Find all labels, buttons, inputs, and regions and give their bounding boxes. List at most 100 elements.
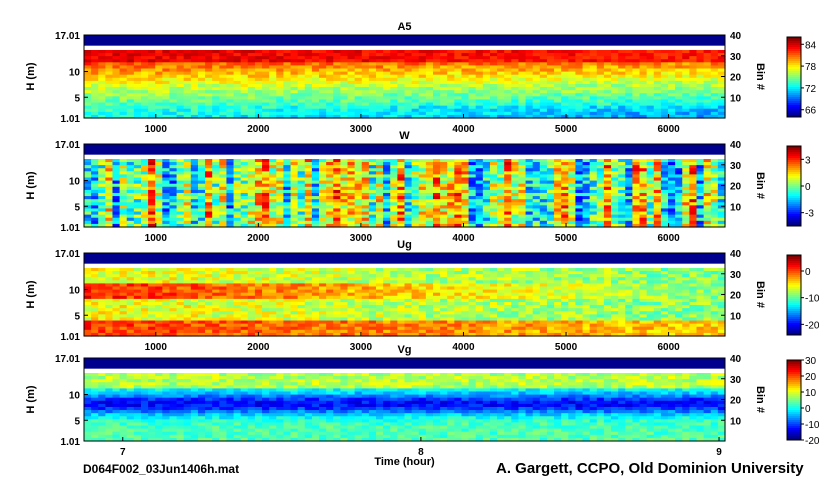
- x-tick-label: 1000: [145, 124, 168, 135]
- surface-band: [84, 144, 725, 155]
- x-tick-label: 3000: [350, 342, 373, 353]
- right-tick-label: 10: [730, 311, 742, 322]
- right-axis-label: Bin #: [754, 63, 766, 90]
- right-tick-label: 30: [730, 375, 742, 386]
- x-tick-label: 6000: [657, 233, 680, 244]
- x-tick-label: 3000: [350, 124, 373, 135]
- heatmap-cells: [84, 267, 726, 337]
- heatmap-cells: [84, 372, 726, 442]
- right-tick-label: 20: [730, 396, 742, 407]
- y-axis-label: H (m): [25, 62, 37, 90]
- surface-line: [84, 263, 725, 268]
- x-tick-label: 1000: [145, 342, 168, 353]
- x-axis-label: Time (hour): [374, 456, 435, 468]
- colorbar-tick-label: -20: [805, 436, 820, 447]
- colorbar-tick-label: -3: [805, 209, 814, 220]
- right-tick-label: 10: [730, 93, 742, 104]
- y-axis-label: H (m): [25, 385, 37, 413]
- colorbar-tick-label: 20: [805, 372, 817, 383]
- heatmap-cells: [84, 158, 726, 228]
- y-tick-label: 1.01: [61, 437, 81, 448]
- y-tick-label: 10: [69, 68, 81, 79]
- right-tick-label: 30: [730, 270, 742, 281]
- colorbar-tick-label: -20: [805, 320, 820, 331]
- colorbar-tick-label: 72: [805, 84, 817, 95]
- colorbar: 3 0 -3: [786, 145, 814, 227]
- y-tick-label: 5: [74, 416, 80, 427]
- right-tick-label: 10: [730, 416, 742, 427]
- y-tick-label: 17.01: [55, 140, 80, 151]
- x-tick-label: 6000: [657, 342, 680, 353]
- y-tick-label: 5: [74, 93, 80, 104]
- y-axis-label: H (m): [25, 280, 37, 308]
- surface-line: [84, 45, 725, 50]
- x-tick-label: 2000: [247, 233, 270, 244]
- right-tick-label: 30: [730, 52, 742, 63]
- colorbar-tick-label: -10: [805, 420, 820, 431]
- y-tick-label: 1.01: [61, 114, 81, 125]
- heatmap-cells: [84, 49, 726, 119]
- y-tick-label: 5: [74, 202, 80, 213]
- colorbar-tick-label: 0: [805, 182, 811, 193]
- x-tick-label: 8: [418, 447, 424, 458]
- x-tick-label: 4000: [452, 233, 475, 244]
- colorbar-tick-label: 66: [805, 106, 817, 117]
- colorbar-tick-label: 78: [805, 62, 817, 73]
- panel-a5: A5 17.01 10 5 1.01 40 30 20 10 H (m) Bin # 1000 2000…: [25, 21, 817, 135]
- surface-band: [84, 35, 725, 46]
- panel-title: A5: [397, 21, 411, 33]
- x-tick-label: 3000: [350, 233, 373, 244]
- surface-band: [84, 253, 725, 264]
- y-axis-label: H (m): [25, 171, 37, 199]
- x-tick-label: 4000: [452, 124, 475, 135]
- colorbar-tick-label: 3: [805, 155, 811, 166]
- right-tick-label: 40: [730, 249, 742, 260]
- right-axis-label: Bin #: [754, 386, 766, 413]
- colorbar: 0 -10 -20: [786, 254, 820, 336]
- colorbar-tick-label: 84: [805, 40, 817, 51]
- colorbar-tick-label: 30: [805, 356, 817, 367]
- colorbar: 30 20 10 0 -10 -20: [786, 356, 820, 447]
- x-tick-label: 4000: [452, 342, 475, 353]
- x-tick-label: 2000: [247, 124, 270, 135]
- x-tick-label: 1000: [145, 233, 168, 244]
- filename-label: D064F002_03Jun1406h.mat: [83, 462, 240, 476]
- x-tick-label: 9: [716, 447, 722, 458]
- right-tick-label: 10: [730, 202, 742, 213]
- y-tick-label: 10: [69, 391, 81, 402]
- right-tick-label: 40: [730, 31, 742, 42]
- panel-ug: Ug 17.01 10 5 1.01 40 30 20 10 H (m) Bin # 1000 2000…: [25, 239, 820, 353]
- colorbar: 84 78 72 66: [786, 36, 817, 118]
- credit-label: A. Gargett, CCPO, Old Dominion Universit…: [496, 460, 804, 477]
- colorbar-tick-label: -10: [805, 294, 820, 305]
- surface-line: [84, 368, 725, 373]
- right-tick-label: 40: [730, 354, 742, 365]
- panel-title: Vg: [397, 344, 411, 356]
- x-tick-label: 5000: [555, 233, 578, 244]
- right-tick-label: 20: [730, 182, 742, 193]
- y-tick-label: 17.01: [55, 31, 80, 42]
- colorbar-tick-label: 10: [805, 388, 817, 399]
- right-axis-label: Bin #: [754, 281, 766, 308]
- panel-title: Ug: [397, 239, 412, 251]
- right-tick-label: 40: [730, 140, 742, 151]
- surface-band: [84, 358, 725, 369]
- surface-line: [84, 154, 725, 159]
- x-tick-label: 7: [120, 447, 126, 458]
- panel-vg: Vg 17.01 10 5 1.01 40 30 20 10 H (m) Bin # 7 8 9 Time …: [25, 344, 820, 468]
- y-tick-label: 5: [74, 311, 80, 322]
- y-tick-label: 10: [69, 177, 81, 188]
- x-tick-label: 5000: [555, 124, 578, 135]
- right-tick-label: 30: [730, 161, 742, 172]
- y-tick-label: 17.01: [55, 354, 80, 365]
- x-tick-label: 5000: [555, 342, 578, 353]
- y-tick-label: 17.01: [55, 249, 80, 260]
- y-tick-label: 10: [69, 286, 81, 297]
- right-tick-label: 20: [730, 73, 742, 84]
- y-tick-label: 1.01: [61, 332, 81, 343]
- right-tick-label: 20: [730, 291, 742, 302]
- x-tick-label: 2000: [247, 342, 270, 353]
- panel-title: W: [399, 130, 410, 142]
- x-tick-label: 6000: [657, 124, 680, 135]
